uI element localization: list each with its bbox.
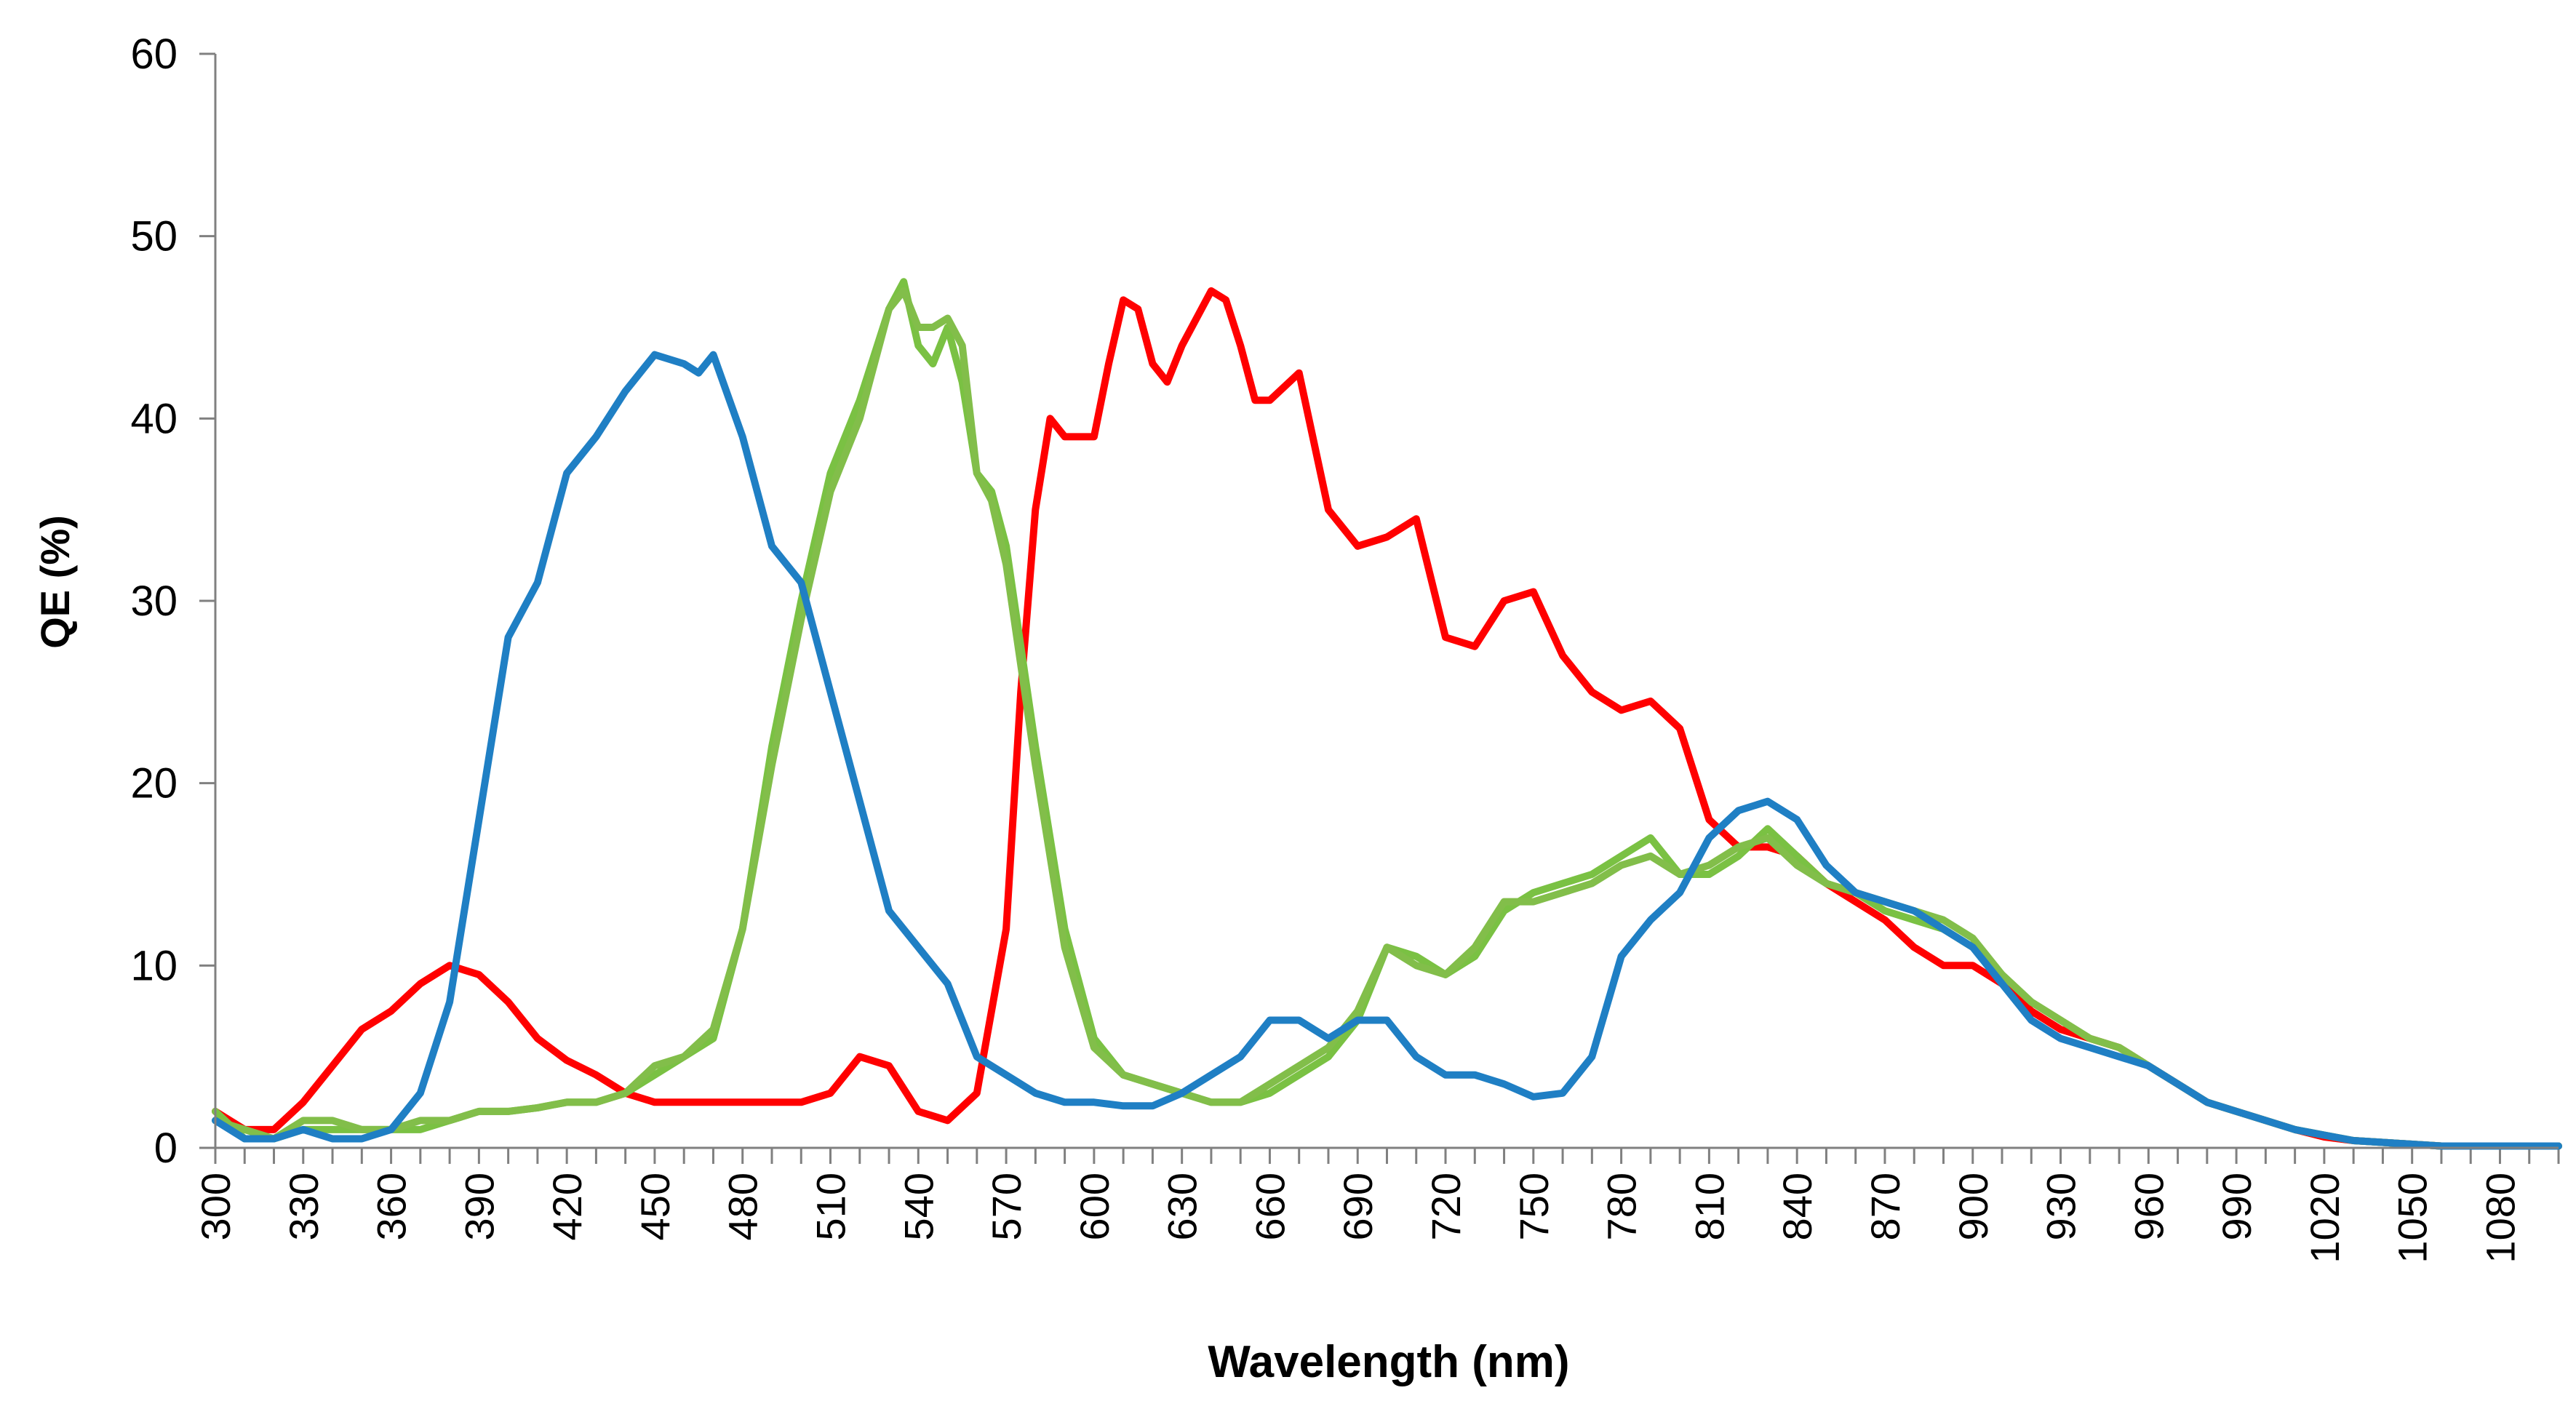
x-tick-label: 570: [984, 1173, 1029, 1240]
y-tick-label: 10: [130, 942, 178, 989]
x-tick-label: 420: [544, 1173, 590, 1240]
x-tick-label: 630: [1160, 1173, 1205, 1240]
x-tick-label: 990: [2214, 1173, 2260, 1240]
x-tick-label: 1020: [2302, 1173, 2348, 1264]
x-axis-ticks: 300 330 360 390 420 450 480 510 540 570 600 630 660 6…: [193, 1148, 2560, 1264]
x-tick-label: 330: [281, 1173, 327, 1240]
x-tick-label: 750: [1511, 1173, 1557, 1240]
y-tick-label: 50: [130, 213, 178, 260]
y-tick-label: 0: [154, 1125, 178, 1172]
y-tick-label: 20: [130, 760, 178, 807]
x-tick-label: 840: [1774, 1173, 1820, 1240]
y-tick-label: 60: [130, 31, 178, 78]
y-tick-label: 40: [130, 395, 178, 442]
x-tick-label: 300: [193, 1173, 239, 1240]
x-tick-label: 480: [720, 1173, 766, 1240]
x-tick-label: 600: [1072, 1173, 1117, 1240]
x-tick-label: 810: [1686, 1173, 1732, 1240]
x-tick-label: 360: [369, 1173, 415, 1240]
x-tick-label: 960: [2126, 1173, 2172, 1240]
x-tick-label: 930: [2038, 1173, 2084, 1240]
series-line-blue: [212, 351, 2562, 1150]
x-tick-label: 870: [1862, 1173, 1908, 1240]
x-tick-label: 780: [1599, 1173, 1645, 1240]
x-tick-label: 540: [896, 1173, 941, 1240]
series-line-green-1: [212, 278, 2562, 1150]
y-tick-label: 30: [130, 578, 178, 625]
x-tick-label: 510: [808, 1173, 854, 1240]
x-tick-label: 390: [456, 1173, 502, 1240]
x-tick-label: 1080: [2477, 1173, 2523, 1264]
x-tick-label: 720: [1423, 1173, 1469, 1240]
x-tick-label: 690: [1335, 1173, 1381, 1240]
series-lines: [212, 278, 2562, 1150]
y-axis-ticks: 0 10 20 30 40 50 60: [130, 31, 215, 1172]
x-tick-label: 900: [1950, 1173, 1996, 1240]
x-axis-title: Wavelength (nm): [1208, 1337, 1569, 1387]
y-axis-title: QE (%): [32, 515, 78, 649]
x-tick-label: 660: [1247, 1173, 1293, 1240]
x-tick-label: 450: [632, 1173, 678, 1240]
x-tick-label: 1050: [2390, 1173, 2436, 1264]
